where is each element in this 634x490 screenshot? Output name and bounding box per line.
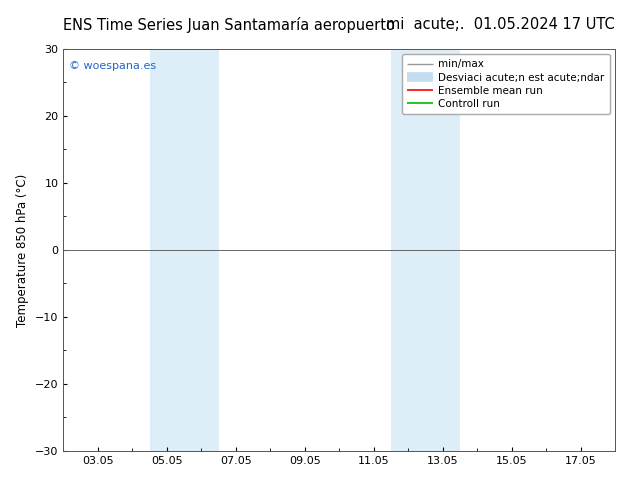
Legend: min/max, Desviaci acute;n est acute;ndar, Ensemble mean run, Controll run: min/max, Desviaci acute;n est acute;ndar… (402, 54, 610, 114)
Bar (391, 49, 460, 451)
Y-axis label: Temperature 850 hPa (°C): Temperature 850 hPa (°C) (16, 173, 30, 326)
Bar (150, 49, 219, 451)
Text: mi  acute;.  01.05.2024 17 UTC: mi acute;. 01.05.2024 17 UTC (386, 17, 615, 32)
Text: © woespana.es: © woespana.es (69, 61, 156, 71)
Text: ENS Time Series Juan Santamaría aeropuerto: ENS Time Series Juan Santamaría aeropuer… (63, 17, 395, 33)
